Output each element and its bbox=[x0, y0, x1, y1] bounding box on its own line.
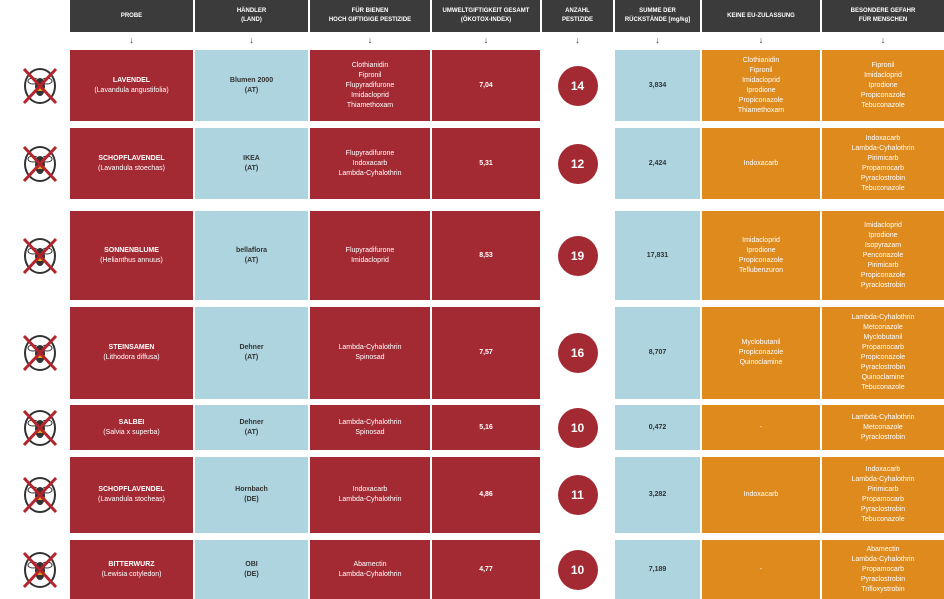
cell-gefahr: Imidacloprid Iprodione Isopyrazam Pencon… bbox=[822, 211, 944, 300]
cell-summe: 3,282 bbox=[615, 457, 700, 533]
cell-bienen: Abamectin Lambda-Cyhalothrin bbox=[310, 540, 430, 599]
cell-haendler: Hornbach (DE) bbox=[195, 457, 308, 533]
crossed-out-bee-icon bbox=[21, 236, 59, 276]
cell-bienen: Lambda-Cyhalothrin Spinosad bbox=[310, 307, 430, 399]
crossed-out-bee-icon bbox=[21, 408, 59, 448]
cell-gefahr: Abamectin Lambda-Cyhalothrin Propamocarb… bbox=[822, 540, 944, 599]
cell-probe: BITTERWURZ (Lewisia cotyledon) bbox=[70, 540, 193, 599]
cell-haendler: IKEA (AT) bbox=[195, 128, 308, 199]
crossed-out-bee-icon bbox=[21, 144, 59, 184]
pesticide-count-badge: 14 bbox=[557, 65, 598, 106]
header-summe: SUMME DER RÜCKSTÄNDE [mg/kg] bbox=[615, 0, 700, 32]
arrow-down-icon: ↓ bbox=[249, 35, 254, 45]
cell-summe: 2,424 bbox=[615, 128, 700, 199]
cell-oekotox: 4,77 bbox=[432, 540, 540, 599]
cell-keine-eu: Imidacloprid Iprodione Propiconazole Tef… bbox=[702, 211, 820, 300]
sample-name: STEINSAMEN bbox=[108, 344, 155, 351]
pesticide-count-badge: 11 bbox=[557, 475, 598, 515]
sample-latin-name: (Lewisia cotyledon) bbox=[101, 570, 162, 578]
cell-bienen: Clothianidin Fipronil Flupyradifurone Im… bbox=[310, 50, 430, 121]
cell-oekotox: 7,57 bbox=[432, 307, 540, 399]
cell-keine-eu: - bbox=[702, 540, 820, 599]
cell-bienen: Flupyradifurone Indoxacarb Lambda-Cyhalo… bbox=[310, 128, 430, 199]
cell-haendler: bellaflora (AT) bbox=[195, 211, 308, 300]
sample-name: SALBEI bbox=[118, 418, 145, 426]
crossed-out-bee-icon bbox=[21, 66, 59, 106]
header-gefahr: BESONDERE GEFAHR FÜR MENSCHEN bbox=[822, 0, 944, 32]
cell-gefahr: Lambda-Cyhalothrin Metconazole Myclobuta… bbox=[822, 307, 944, 399]
cell-keine-eu: Clothianidin Fipronil Imidacloprid Iprod… bbox=[702, 50, 820, 121]
cell-oekotox: 5,31 bbox=[432, 128, 540, 199]
cell-probe: LAVENDEL (Lavandula angustifolia) bbox=[70, 50, 193, 121]
cell-probe: SCHOPFLAVENDEL (Lavandula stoechas) bbox=[70, 128, 193, 199]
sample-name: SCHOPFLAVENDEL bbox=[98, 486, 165, 493]
header-bienen: FÜR BIENEN HOCH GIFTIGIGE PESTIZIDE bbox=[310, 0, 430, 32]
sample-latin-name: (Lavandula stoechas) bbox=[98, 164, 165, 172]
cell-probe: SONNENBLUME (Helianthus annuus) bbox=[70, 211, 193, 300]
sample-latin-name: (Salvia x superba) bbox=[103, 428, 160, 436]
cell-bienen: Lambda-Cyhalothrin Spinosad bbox=[310, 405, 430, 450]
sample-latin-name: (Lithodora diffusa) bbox=[103, 354, 160, 361]
arrow-down-icon: ↓ bbox=[758, 35, 764, 45]
sample-latin-name: (Lavandula angustifolia) bbox=[94, 86, 169, 94]
cell-gefahr: Indoxacarb Lambda-Cyhalothrin Pirimicarb… bbox=[822, 128, 944, 199]
cell-summe: 0,472 bbox=[615, 405, 700, 450]
arrow-down-icon: ↓ bbox=[483, 35, 489, 45]
sample-name: LAVENDEL bbox=[112, 76, 151, 84]
cell-summe: 7,189 bbox=[615, 540, 700, 599]
cell-haendler: OBI (DE) bbox=[195, 540, 308, 599]
arrow-down-icon: ↓ bbox=[880, 35, 886, 45]
sample-name: SCHOPFLAVENDEL bbox=[98, 154, 165, 162]
cell-gefahr: Fipronil Imidacloprid Iprodione Propicon… bbox=[822, 50, 944, 121]
header-keine-eu: KEINE EU-ZULASSUNG bbox=[702, 0, 820, 32]
pesticide-count-badge: 10 bbox=[557, 407, 598, 448]
cell-haendler: Dehner (AT) bbox=[195, 405, 308, 450]
cell-oekotox: 8,53 bbox=[432, 211, 540, 300]
header-oekotox: UMWELTGIFTIGKEIT GESAMT (ÖKOTOX-INDEX) bbox=[432, 0, 540, 32]
header-probe: PROBE bbox=[70, 0, 193, 32]
cell-summe: 17,831 bbox=[615, 211, 700, 300]
cell-keine-eu: Indoxacarb bbox=[702, 128, 820, 199]
sample-name: BITTERWURZ bbox=[108, 560, 155, 568]
cell-oekotox: 5,16 bbox=[432, 405, 540, 450]
cell-summe: 8,707 bbox=[615, 307, 700, 399]
cell-haendler: Blumen 2000 (AT) bbox=[195, 50, 308, 121]
sample-name: SONNENBLUME bbox=[104, 246, 159, 254]
cell-oekotox: 7,04 bbox=[432, 50, 540, 121]
pesticide-count-badge: 16 bbox=[557, 333, 598, 373]
cell-keine-eu: Indoxacarb bbox=[702, 457, 820, 533]
header-anzahl: ANZAHL PESTIZIDE bbox=[542, 0, 613, 32]
cell-oekotox: 4,86 bbox=[432, 457, 540, 533]
cell-bienen: Indoxacarb Lambda-Cyhalothrin bbox=[310, 457, 430, 533]
cell-probe: SCHOPFLAVENDEL (Lavandula stocheas) bbox=[70, 457, 193, 533]
cell-probe: STEINSAMEN (Lithodora diffusa) bbox=[70, 307, 193, 399]
sample-latin-name: (Lavandula stocheas) bbox=[98, 496, 165, 503]
header-haendler: HÄNDLER (LAND) bbox=[195, 0, 308, 32]
arrow-down-icon: ↓ bbox=[367, 35, 373, 45]
pesticide-count-badge: 19 bbox=[557, 235, 598, 276]
cell-bienen: Flupyradifurone Imidacloprid bbox=[310, 211, 430, 300]
cell-gefahr: Lambda-Cyhalothrin Metconazole Pyraclost… bbox=[822, 405, 944, 450]
crossed-out-bee-icon bbox=[21, 333, 59, 373]
cell-probe: SALBEI (Salvia x superba) bbox=[70, 405, 193, 450]
cell-gefahr: Indoxacarb Lambda-Cyhalothrin Pirimicarb… bbox=[822, 457, 944, 533]
sample-latin-name: (Helianthus annuus) bbox=[100, 256, 163, 264]
crossed-out-bee-icon bbox=[21, 550, 59, 590]
arrow-down-icon: ↓ bbox=[129, 35, 134, 45]
cell-keine-eu: - bbox=[702, 405, 820, 450]
arrow-down-icon: ↓ bbox=[575, 35, 580, 45]
cell-keine-eu: Myclobutanil Propiconazole Quinoclamine bbox=[702, 307, 820, 399]
cell-haendler: Dehner (AT) bbox=[195, 307, 308, 399]
pesticide-count-badge: 12 bbox=[557, 143, 598, 184]
arrow-down-icon: ↓ bbox=[655, 35, 660, 45]
pesticide-count-badge: 10 bbox=[557, 549, 598, 590]
cell-summe: 3,834 bbox=[615, 50, 700, 121]
crossed-out-bee-icon bbox=[21, 475, 59, 515]
